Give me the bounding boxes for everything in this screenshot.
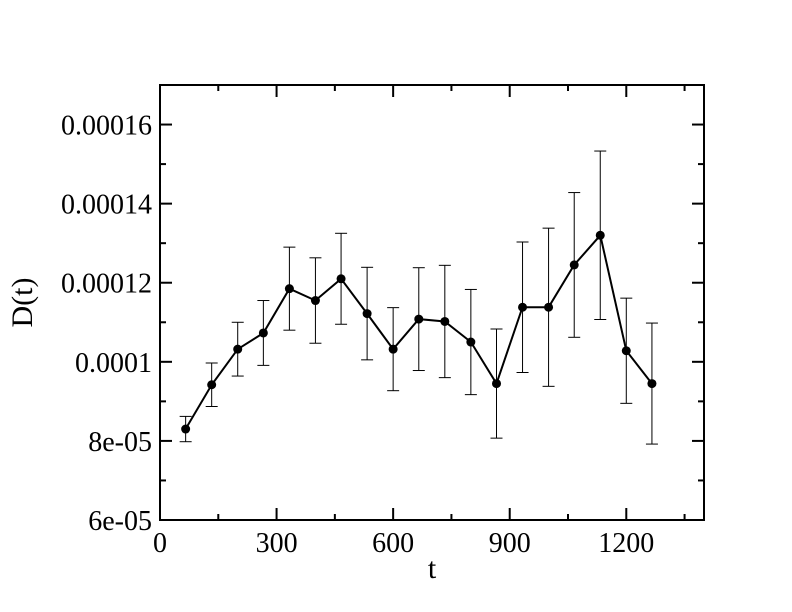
data-point xyxy=(544,302,554,312)
x-tick-label: 900 xyxy=(489,528,531,559)
error-bars xyxy=(179,150,658,445)
data-point xyxy=(414,314,424,324)
plot-frame xyxy=(159,84,705,521)
data-point xyxy=(310,296,320,306)
data-point xyxy=(569,260,579,270)
y-tick-label: 0.0001 xyxy=(75,348,152,379)
data-point xyxy=(440,316,450,326)
x-tick-label: 300 xyxy=(256,528,298,559)
data-point xyxy=(466,337,476,347)
data-point xyxy=(181,424,191,434)
major-ticks xyxy=(159,85,704,521)
data-point xyxy=(621,346,631,356)
y-tick-label: 0.00014 xyxy=(61,190,152,221)
x-tick-label: 0 xyxy=(153,528,167,559)
data-point xyxy=(647,379,657,389)
minor-ticks xyxy=(160,84,704,520)
data-point xyxy=(336,274,346,284)
data-point xyxy=(207,380,217,390)
x-tick-label: 1200 xyxy=(598,528,654,559)
x-axis-label: t xyxy=(428,552,437,585)
y-tick-label: 0.00012 xyxy=(61,269,152,300)
data-point xyxy=(492,379,502,389)
data-point xyxy=(518,302,528,312)
data-point xyxy=(388,344,398,354)
data-point xyxy=(284,284,294,294)
data-point xyxy=(258,328,268,338)
y-tick-label: 8e-05 xyxy=(88,427,152,458)
y-tick-label: 6e-05 xyxy=(88,506,152,537)
y-axis-label: D(t) xyxy=(6,278,39,328)
data-point xyxy=(362,309,372,319)
y-tick-label: 0.00016 xyxy=(61,111,152,142)
x-tick-label: 600 xyxy=(372,528,414,559)
data-point xyxy=(595,230,605,240)
data-point xyxy=(233,344,243,354)
x-tick-labels: 0 300 600 900 1200 xyxy=(153,528,654,559)
y-tick-labels: 6e-05 8e-05 0.0001 0.00012 0.00014 0.00016 xyxy=(61,111,152,537)
data-markers xyxy=(181,230,657,434)
